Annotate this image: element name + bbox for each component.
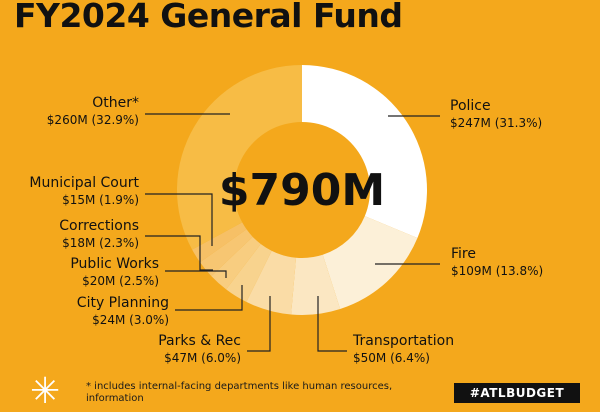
slice-label-corrections: Corrections: [59, 218, 139, 234]
slice-value-transportation: $50M (6.4%): [353, 351, 430, 365]
slice-value-police: $247M (31.3%): [450, 116, 542, 130]
footnote: * includes internal-facing departments l…: [86, 381, 393, 404]
slice-value-corrections: $18M (2.3%): [62, 236, 139, 250]
slice-value-parks-rec: $47M (6.0%): [164, 351, 241, 365]
donut-chart: Police $247M (31.3%) Fire $109M (13.8%) Tran…: [29, 65, 543, 365]
slice-label-public-works: Public Works: [70, 256, 159, 272]
slice-label-fire: Fire: [451, 246, 476, 262]
slice-transportation: [291, 254, 341, 315]
leader-line-city-planning: [175, 285, 243, 311]
slice-label-city-planning: City Planning: [77, 295, 169, 311]
slice-label-transportation: Transportation: [352, 333, 454, 349]
donut-total-label: $790M: [219, 165, 385, 216]
slice-label-parks-rec: Parks & Rec: [158, 333, 241, 349]
slice-corrections: [200, 229, 253, 277]
slice-other: [176, 65, 302, 250]
leader-line-corrections: [145, 235, 213, 271]
hashtag-badge: #ATLBUDGET: [454, 383, 580, 403]
slice-value-other: $260M (32.9%): [47, 113, 139, 127]
asterisk-logo-icon: ✳: [30, 371, 61, 412]
slice-label-other: Other*: [92, 95, 139, 111]
slice-value-municipal-court: $15M (1.9%): [62, 193, 139, 207]
slice-value-public-works: $20M (2.5%): [82, 274, 159, 288]
leader-line-parks-rec: [247, 296, 271, 352]
slice-value-fire: $109M (13.8%): [451, 264, 543, 278]
slice-city-planning: [226, 244, 272, 302]
leader-line-municipal-court: [145, 193, 213, 246]
slice-fire: [322, 216, 418, 310]
slice-police: [302, 65, 427, 238]
slice-label-municipal-court: Municipal Court: [29, 175, 139, 191]
slice-value-city-planning: $24M (3.0%): [92, 313, 169, 327]
leader-line-public-works: [165, 270, 227, 278]
slice-label-police: Police: [450, 98, 491, 114]
leader-line-transportation: [317, 296, 347, 352]
slice-municipal-court: [192, 222, 247, 263]
page-title: FY2024 General Fund: [14, 0, 403, 35]
slice-parks-rec: [246, 250, 297, 315]
slice-public-works: [211, 236, 261, 290]
